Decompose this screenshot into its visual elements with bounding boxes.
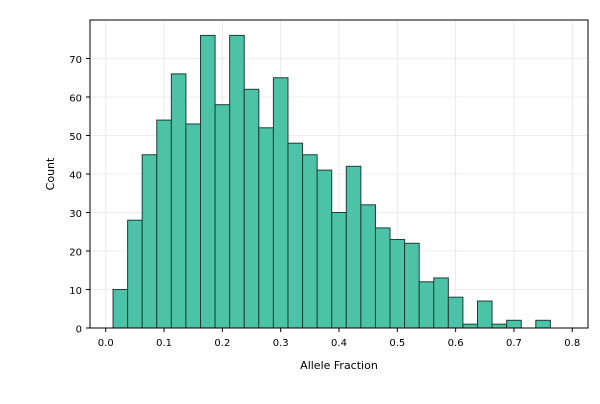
histogram-bar [331, 212, 347, 329]
histogram-bar [535, 319, 551, 329]
histogram-bar [185, 123, 202, 329]
histogram-bar [229, 34, 245, 329]
y-tick-label: 10 [69, 286, 82, 297]
x-tick-label: 0.0 [98, 338, 114, 349]
x-tick-label: 0.1 [156, 338, 172, 349]
histogram-bar [476, 300, 493, 329]
histogram-bar [141, 154, 158, 329]
histogram-bar [404, 242, 420, 329]
histogram-bars [112, 34, 551, 329]
histogram-bar [156, 119, 172, 329]
y-tick-label: 20 [69, 248, 82, 259]
histogram-bar [243, 88, 260, 329]
x-tick-label: 0.4 [331, 338, 347, 349]
y-tick-label: 30 [69, 209, 82, 220]
histogram-bar [170, 73, 187, 329]
y-tick-label: 60 [69, 94, 82, 105]
histogram-bar [418, 281, 435, 329]
y-tick-label: 40 [69, 171, 82, 182]
x-tick-label: 0.7 [506, 338, 522, 349]
histogram-bar [214, 104, 231, 329]
histogram-bar [112, 289, 129, 329]
histogram-bar [433, 277, 449, 329]
histogram-bar [316, 169, 333, 329]
histogram-bar [200, 34, 216, 329]
histogram-bar [345, 165, 362, 329]
histogram-bar [389, 238, 406, 329]
histogram-bar [127, 219, 143, 329]
histogram-bar [506, 319, 522, 329]
x-tick-label: 0.5 [389, 338, 405, 349]
x-tick-label: 0.3 [273, 338, 289, 349]
x-tick-label: 0.8 [564, 338, 580, 349]
histogram-bar [374, 227, 391, 329]
y-tick-label: 50 [69, 132, 82, 143]
x-axis-label: Allele Fraction [300, 359, 378, 372]
histogram-bar [491, 323, 508, 329]
y-tick-label: 0 [76, 325, 82, 336]
histogram-bar [360, 204, 376, 329]
y-axis-ticks: 0 10 20 30 40 50 60 70 [69, 55, 90, 336]
histogram-bar [272, 77, 289, 329]
x-axis-ticks: 0.0 0.1 0.2 0.3 0.4 0.5 0.6 0.7 0.8 [98, 328, 580, 349]
histogram-bar [258, 127, 274, 329]
histogram-bar [447, 296, 464, 329]
y-axis-label: Count [44, 157, 57, 190]
histogram-bar [462, 323, 478, 329]
x-tick-label: 0.2 [214, 338, 230, 349]
x-tick-label: 0.6 [448, 338, 464, 349]
histogram-bar [302, 154, 318, 329]
histogram-bar [287, 142, 304, 329]
y-tick-label: 70 [69, 55, 82, 66]
